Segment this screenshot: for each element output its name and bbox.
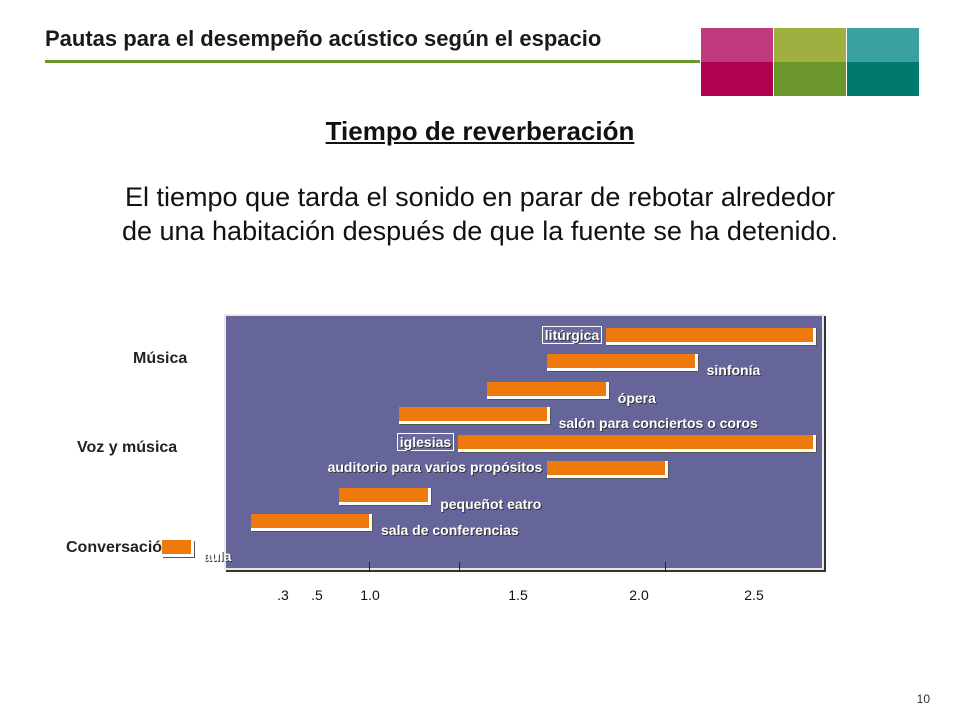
bar-label: salón para conciertos o coros xyxy=(558,415,758,431)
bar-label: auditorio para varios propósitos xyxy=(327,459,543,475)
tick-mark xyxy=(459,562,460,572)
bar xyxy=(546,461,668,478)
tick-label: 2.0 xyxy=(629,587,649,603)
header-tile xyxy=(847,62,919,96)
bar-label: pequeñot eatro xyxy=(440,496,542,512)
header-rule xyxy=(45,60,700,63)
bar-label: sinfonía xyxy=(706,362,761,378)
bar xyxy=(546,354,698,371)
bar xyxy=(339,488,432,505)
tick-label: .5 xyxy=(311,587,323,603)
reverberation-chart: litúrgica sinfonía ópera salón para concier… xyxy=(161,314,824,570)
header-tile xyxy=(701,28,773,62)
tick-mark xyxy=(665,562,666,572)
category-voz-y-musica: Voz y música xyxy=(77,439,178,456)
bar xyxy=(605,328,816,345)
header-tile xyxy=(774,62,846,96)
header-tile xyxy=(701,62,773,96)
bar-label: iglesias xyxy=(396,433,455,451)
bar-label: aula xyxy=(203,548,232,564)
bar xyxy=(457,435,816,452)
tick-label: 2.5 xyxy=(744,587,764,603)
bar xyxy=(487,382,609,399)
tick-label: .3 xyxy=(277,587,289,603)
description: El tiempo que tarda el sonido en parar d… xyxy=(121,182,839,246)
page-number: 10 xyxy=(916,692,930,706)
bar-label: litúrgica xyxy=(541,326,603,344)
bar xyxy=(398,407,550,424)
category-conversacion: Conversación xyxy=(66,539,172,556)
header-title: Pautas para el desempeño acústico según … xyxy=(45,26,602,51)
bar xyxy=(161,540,195,557)
main-title: Tiempo de reverberación xyxy=(325,116,635,146)
bar xyxy=(250,514,372,531)
bar-label: sala de conferencias xyxy=(381,522,519,538)
header-tile xyxy=(774,28,846,62)
tick-label: 1.0 xyxy=(360,587,380,603)
tick-label: 1.5 xyxy=(508,587,528,603)
bar-label: ópera xyxy=(617,390,656,406)
tick-mark xyxy=(369,562,370,572)
category-musica: Música xyxy=(133,350,188,367)
header-tile xyxy=(847,28,919,62)
